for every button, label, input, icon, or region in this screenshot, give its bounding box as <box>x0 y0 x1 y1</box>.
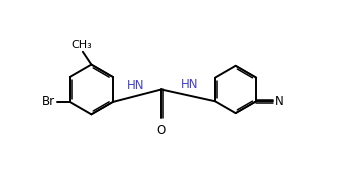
Text: O: O <box>157 124 166 137</box>
Text: HN: HN <box>181 78 198 91</box>
Text: N: N <box>275 95 284 108</box>
Text: CH₃: CH₃ <box>71 40 92 50</box>
Text: HN: HN <box>127 79 144 92</box>
Text: Br: Br <box>42 95 55 108</box>
